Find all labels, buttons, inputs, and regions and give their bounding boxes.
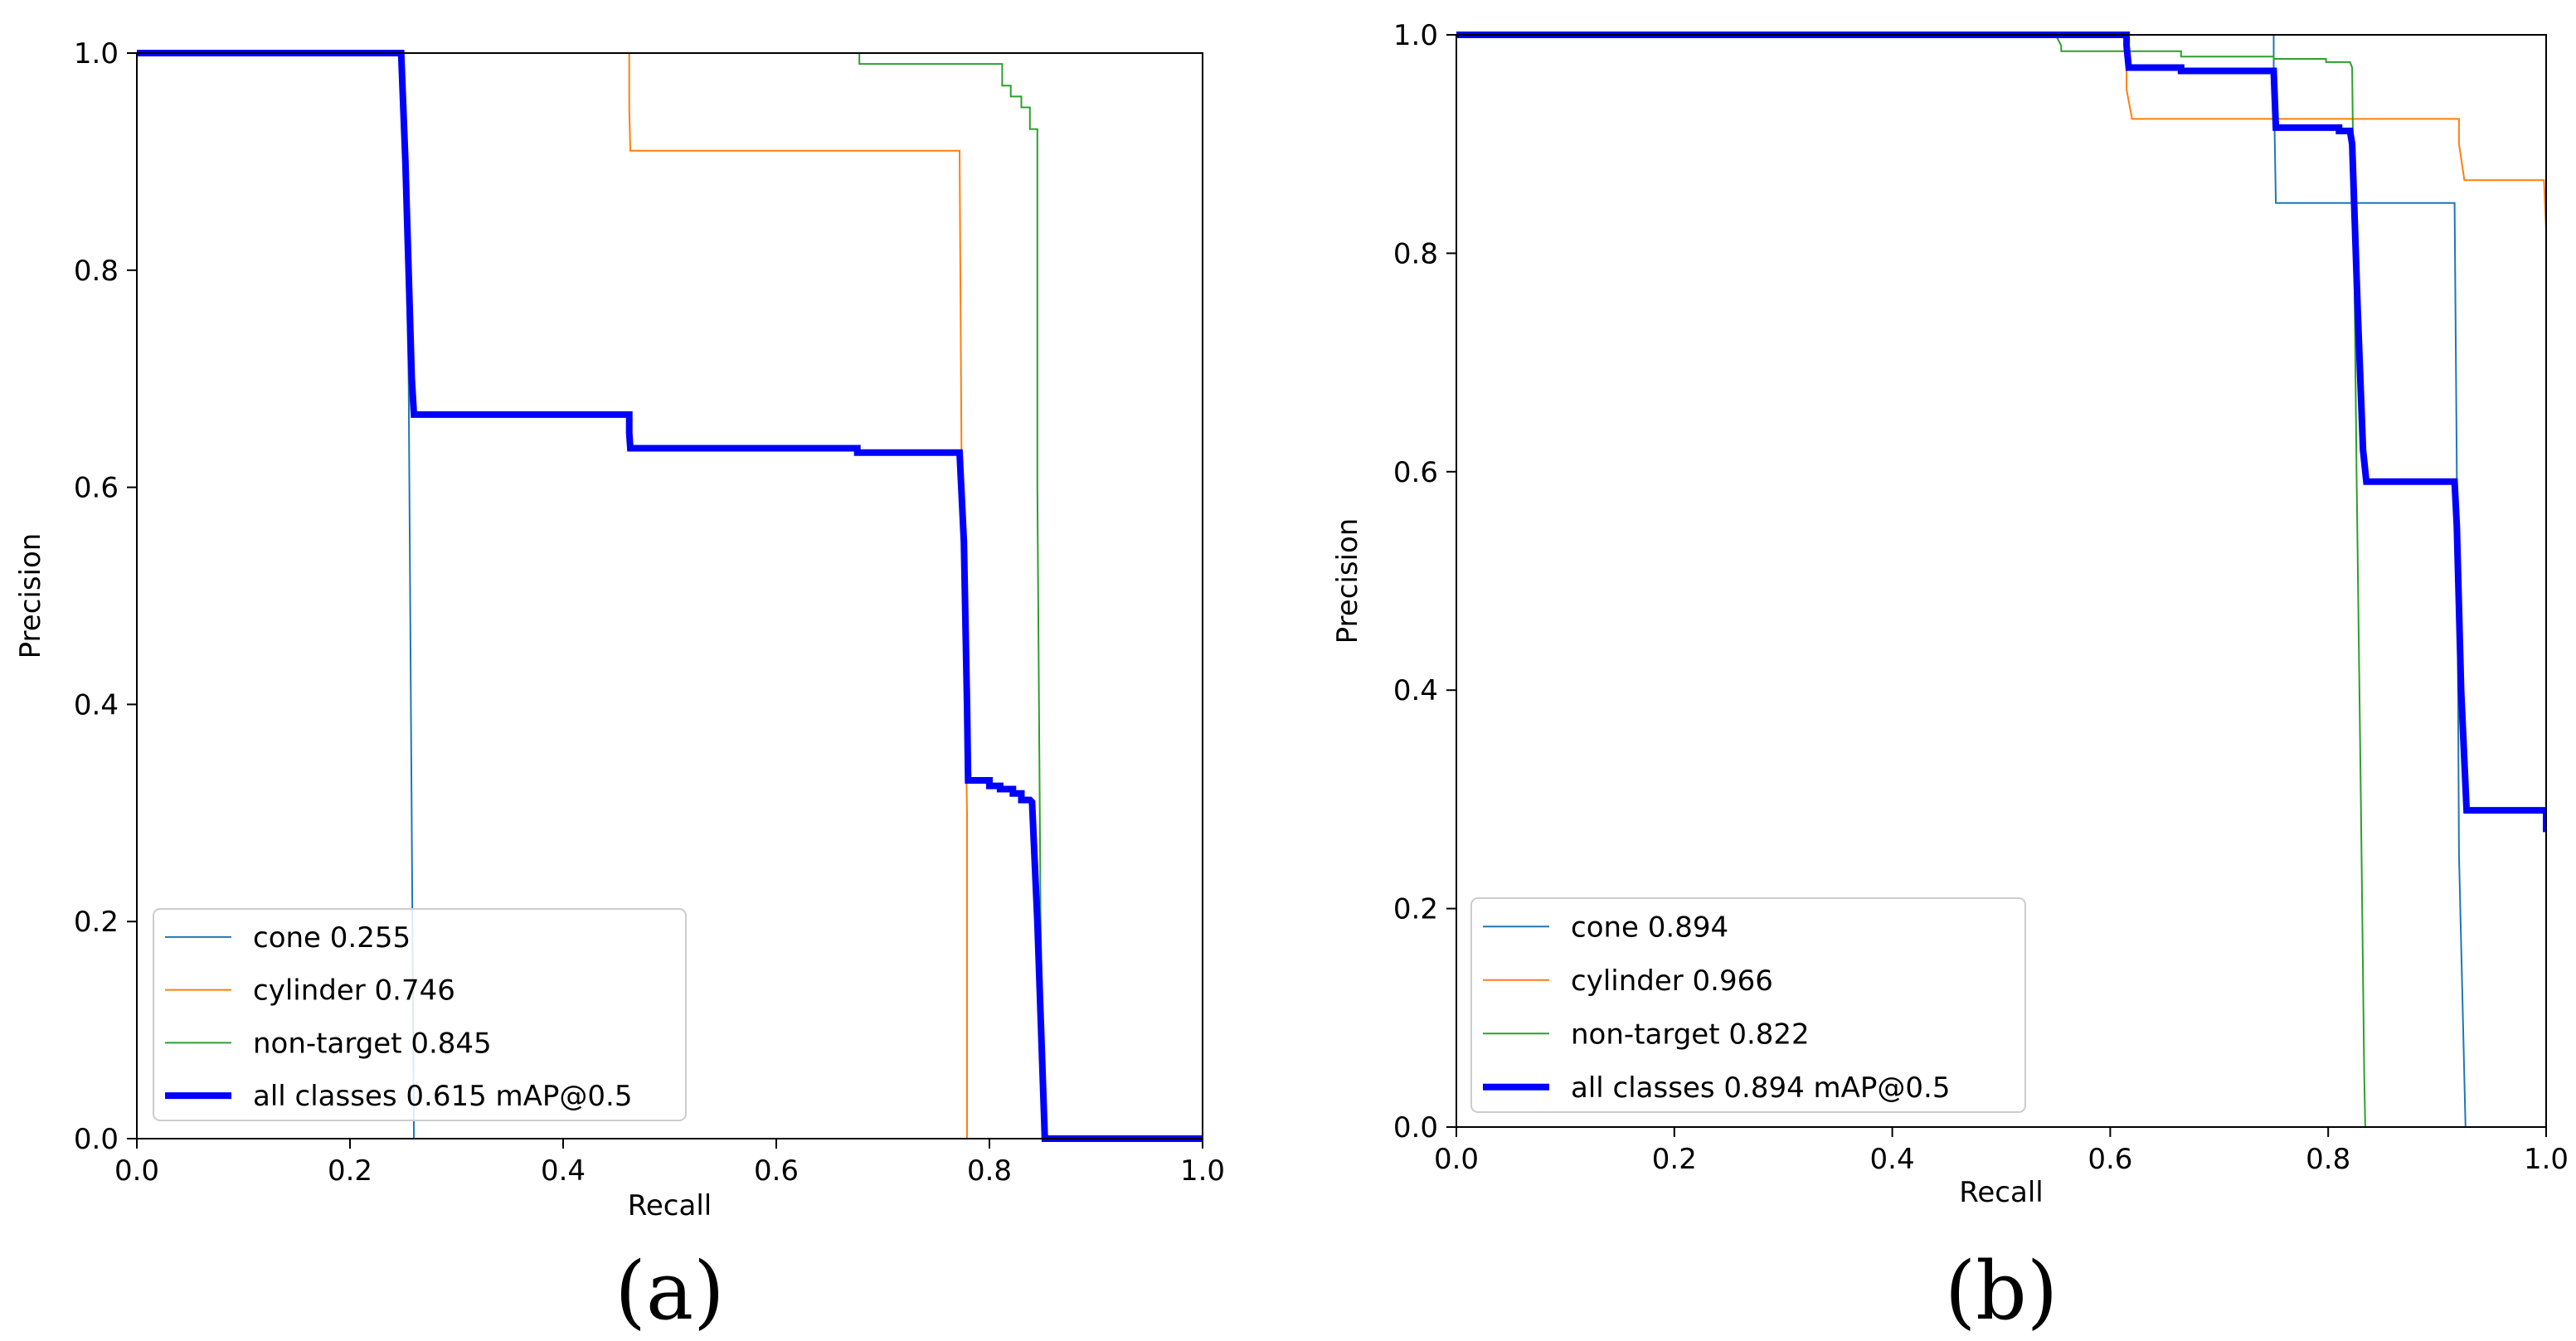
plot-frame <box>1456 34 2547 1128</box>
x-tick-label: 0.0 <box>114 1154 159 1188</box>
chart-panel-b: 0.0 0.2 0.4 0.6 0.8 1.0 0.0 0.2 0.4 0.6 0.8 1.0 Reca… <box>1331 19 2569 1338</box>
y-tick-label: 0.0 <box>1393 1111 1438 1144</box>
x-tick-label: 0.6 <box>754 1154 799 1188</box>
y-tick-label: 0.2 <box>74 906 119 939</box>
panel-label: (a) <box>615 1245 724 1338</box>
legend-entry-label: non-target 0.822 <box>1571 1018 1810 1051</box>
legend-entry-label: non-target 0.845 <box>253 1027 492 1060</box>
legend-entry-label: cylinder 0.966 <box>1571 964 1773 998</box>
y-tick-label: 0.6 <box>1393 456 1438 489</box>
chart-panel-a: 0.0 0.2 0.4 0.6 0.8 1.0 0.0 0.2 0.4 0.6 0.8 1.0 Reca… <box>14 37 1225 1338</box>
x-tick-label: 0.2 <box>1652 1143 1697 1176</box>
y-tick-label: 0.8 <box>1393 237 1438 270</box>
x-tick-label: 0.4 <box>1870 1143 1915 1176</box>
x-tick-label: 0.8 <box>2306 1143 2350 1176</box>
x-tick-label: 0.2 <box>328 1154 372 1188</box>
y-axis-label: Precision <box>14 533 47 659</box>
legend-entry-label: cylinder 0.746 <box>253 974 455 1008</box>
y-tick-label: 0.2 <box>1393 893 1438 926</box>
y-tick-label: 0.8 <box>74 255 119 288</box>
series-line-4 <box>1456 32 2546 833</box>
legend-box <box>1470 897 2026 1113</box>
panel-label: (b) <box>1945 1245 2058 1338</box>
series-line-3 <box>2054 34 2366 1128</box>
y-tick-label: 1.0 <box>74 37 119 70</box>
legend: cone 0.255 cylinder 0.746 non-target 0.845… <box>153 908 687 1121</box>
x-tick-label: 0.4 <box>541 1154 586 1188</box>
x-tick-label: 1.0 <box>2524 1143 2569 1176</box>
y-tick-label: 1.0 <box>1393 19 1438 52</box>
series-line-3 <box>858 52 1046 1139</box>
x-tick-label: 0.6 <box>2088 1143 2132 1176</box>
series-line-4 <box>137 50 1203 1142</box>
legend-entry-label: all classes 0.615 mAP@0.5 <box>253 1080 632 1113</box>
series-line-2 <box>628 53 968 1139</box>
legend-entry-label: all classes 0.894 mAP@0.5 <box>1571 1071 1950 1105</box>
plot-frame <box>136 52 1203 1139</box>
y-tick-label: 0.0 <box>74 1123 119 1156</box>
legend: cone 0.894 cylinder 0.966 non-target 0.822… <box>1470 897 2026 1113</box>
y-axis-label: Precision <box>1331 518 1364 644</box>
x-tick-label: 0.8 <box>967 1154 1012 1188</box>
x-tick-label: 1.0 <box>1180 1154 1225 1188</box>
y-tick-label: 0.4 <box>74 688 119 722</box>
y-tick-label: 0.4 <box>1393 674 1438 707</box>
legend-box <box>153 908 687 1121</box>
x-axis-label: Recall <box>628 1189 712 1222</box>
legend-entry-label: cone 0.894 <box>1571 911 1728 944</box>
x-tick-label: 0.0 <box>1434 1143 1479 1176</box>
legend-entry-label: cone 0.255 <box>253 921 411 955</box>
x-axis-label: Recall <box>1959 1176 2043 1209</box>
y-tick-label: 0.6 <box>74 472 119 505</box>
